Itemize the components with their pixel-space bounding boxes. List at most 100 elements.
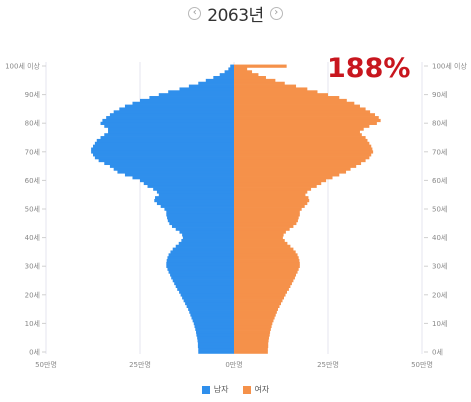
bar-female-age-13 (234, 313, 276, 317)
y-tick-left-8: 20세 (25, 290, 40, 299)
bar-male-age-31 (166, 261, 234, 266)
bar-male-age-52 (156, 201, 234, 206)
bar-male-age-77 (108, 130, 234, 134)
x-tick-0: 50만명 (35, 360, 57, 369)
bar-male-age-87 (132, 101, 234, 105)
legend-item-female[interactable]: 여자 (242, 384, 269, 395)
legend: 남자 여자 (0, 384, 471, 395)
bar-male-age-55 (158, 193, 234, 197)
bar-female-age-2 (234, 344, 269, 349)
bar-male-age-63 (117, 170, 234, 174)
bar-female-age-43 (234, 227, 290, 231)
bar-female-age-12 (234, 316, 275, 320)
bar-male-age-26 (171, 276, 234, 280)
legend-item-male[interactable]: 남자 (201, 384, 229, 395)
bar-female-age-86 (234, 104, 360, 108)
bar-male-age-59 (143, 181, 234, 186)
bar-female-age-83 (234, 113, 375, 117)
bar-female-age-32 (234, 259, 300, 263)
bar-female-age-52 (234, 201, 308, 206)
bar-male-age-0 (198, 350, 234, 354)
bar-male-age-43 (175, 227, 234, 231)
bar-female-age-46 (234, 219, 298, 223)
bar-female-age-73 (234, 141, 370, 145)
bar-male-age-17 (185, 301, 234, 306)
chevron-left-icon[interactable]: ‹ (188, 6, 202, 20)
bar-male-age-89 (149, 96, 234, 100)
bar-male-age-93 (188, 84, 234, 88)
bar-male-age-81 (102, 118, 235, 123)
bar-female-age-1 (234, 347, 268, 351)
bar-male-age-95 (205, 78, 234, 83)
bar-male-age-25 (172, 279, 234, 283)
year-navigation: ‹ 2063년 › (0, 0, 471, 26)
chevron-right-icon[interactable]: › (269, 6, 283, 20)
bar-female-age-37 (234, 244, 291, 248)
y-tick-right-2: 80세 (432, 119, 447, 128)
bar-male-age-50 (164, 207, 234, 211)
bar-male-age-37 (175, 244, 234, 248)
bar-female-age-29 (234, 267, 299, 271)
bar-male-age-64 (113, 167, 234, 171)
bar-male-age-80 (100, 121, 235, 125)
bar-female-age-96 (234, 76, 266, 80)
bar-female-age-89 (234, 96, 340, 100)
bar-male-age-7 (196, 330, 234, 334)
x-tick-3: 25만명 (317, 360, 339, 369)
y-tick-left-1: 90세 (25, 90, 40, 99)
bar-female-age-18 (234, 299, 283, 303)
bar-male-age-21 (179, 290, 234, 294)
bar-male-age-42 (179, 230, 234, 234)
bar-female-age-59 (234, 181, 322, 186)
bar-female-age-99 (234, 67, 248, 71)
y-axis-right: 100세 이상 90세 80세 70세 60세 50세 40세 30세 20세 10세 0세 (424, 62, 467, 357)
y-tick-right-10: 0세 (432, 348, 443, 357)
bar-male-age-39 (181, 239, 234, 243)
bar-female-age-27 (234, 273, 297, 277)
bar-male-age-61 (132, 176, 234, 180)
bar-male-age-90 (158, 93, 234, 97)
bar-male-age-62 (124, 173, 234, 177)
bar-male-age-66 (104, 161, 234, 166)
bar-male-age-88 (140, 98, 234, 103)
bar-male-age-48 (166, 213, 234, 217)
bar-female-age-4 (234, 339, 269, 343)
bar-male-age-33 (167, 256, 234, 260)
bar-male-age-74 (96, 138, 234, 143)
bar-female-age-97 (234, 73, 259, 77)
bar-female-age-82 (234, 116, 379, 120)
bar-female-age-91 (234, 90, 318, 94)
bar-female-age-6 (234, 333, 270, 337)
bar-female-age-100 (234, 64, 287, 68)
y-tick-right-7: 30세 (432, 262, 447, 271)
bar-female-age-31 (234, 261, 300, 266)
bar-male-age-94 (198, 81, 234, 85)
bar-female-age-17 (234, 301, 281, 306)
bar-male-age-72 (93, 144, 234, 148)
bar-female-age-19 (234, 296, 285, 300)
bar-male-age-98 (224, 70, 234, 74)
bar-male-age-32 (166, 259, 234, 263)
y-tick-left-9: 10세 (25, 319, 40, 328)
bar-female-age-11 (234, 319, 274, 323)
bar-female-age-26 (234, 276, 295, 280)
bar-male-age-19 (182, 296, 234, 300)
bar-female-age-76 (234, 133, 362, 137)
bar-female-age-81 (234, 118, 381, 123)
bar-male-age-9 (194, 324, 234, 329)
bar-female-age-71 (234, 147, 373, 151)
ratio-annotation: 188% (327, 53, 410, 84)
bar-female-age-15 (234, 307, 278, 311)
bar-male-age-99 (228, 67, 234, 71)
bar-male-age-5 (197, 336, 234, 340)
bar-female-age-38 (234, 241, 288, 246)
x-axis: 50만명 25만명 0만명 25만명 50만명 (35, 360, 433, 369)
y-tick-left-0: 100세 이상 (5, 62, 40, 71)
bar-female-age-50 (234, 207, 302, 211)
bar-male-age-67 (98, 158, 234, 163)
bar-male-age-86 (124, 104, 234, 108)
bar-female-age-92 (234, 87, 308, 91)
bar-male-age-76 (104, 133, 234, 137)
bar-female-age-28 (234, 270, 298, 274)
